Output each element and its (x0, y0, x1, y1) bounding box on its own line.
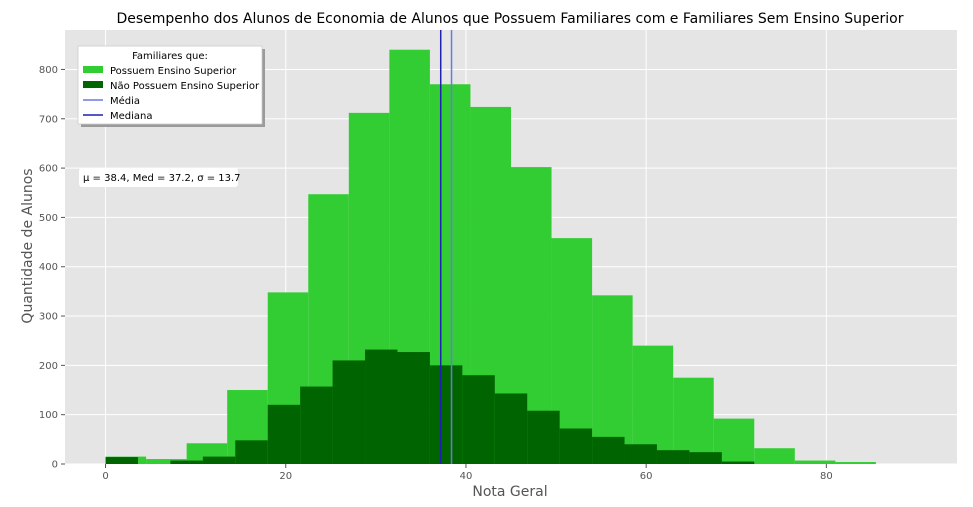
histogram-bar (105, 457, 138, 464)
x-tick-label: 80 (820, 471, 833, 482)
x-tick-label: 40 (460, 471, 473, 482)
x-axis-ticks: 0 20 40 60 80 (102, 464, 833, 482)
histogram-bar (202, 456, 236, 464)
histogram-bar (689, 452, 722, 464)
y-axis-label: Quantidade de Alunos (20, 168, 36, 323)
histogram-bar (527, 410, 560, 464)
y-tick-label: 500 (39, 213, 58, 224)
histogram-bar (267, 404, 301, 464)
histogram-bar (754, 448, 795, 464)
y-axis-ticks: 0 100 200 300 400 500 600 700 800 (39, 65, 65, 471)
y-tick-label: 700 (39, 114, 58, 125)
histogram-bar (300, 386, 333, 464)
series-possuem-bars (105, 49, 876, 465)
histogram-bar (494, 393, 528, 464)
x-tick-label: 60 (640, 471, 653, 482)
y-tick-label: 600 (39, 164, 58, 175)
histogram-bar (235, 440, 268, 464)
histogram-bar (656, 450, 690, 464)
histogram-bar (673, 377, 714, 464)
histogram-bar (559, 428, 593, 464)
x-tick-label: 0 (102, 471, 108, 482)
legend-label-media: Média (110, 95, 140, 107)
y-tick-label: 400 (39, 262, 58, 273)
stats-annotation: μ = 38.4, Med = 37.2, σ = 13.7 (79, 168, 241, 187)
legend-swatch-possuem (83, 66, 103, 73)
legend: Familiares que: Possuem Ensino Superior … (77, 45, 265, 127)
legend-box (77, 45, 263, 125)
stats-annotation-box (79, 168, 238, 187)
histogram-bar (429, 365, 463, 464)
legend-label-mediana: Mediana (110, 111, 153, 122)
y-tick-label: 800 (39, 65, 58, 76)
histogram-bar (397, 352, 430, 464)
histogram-bar (462, 375, 495, 464)
histogram-bar (794, 460, 836, 464)
y-tick-label: 300 (39, 312, 58, 323)
histogram-bar (592, 436, 625, 464)
histogram-bar (365, 349, 398, 464)
histogram-bar (332, 360, 366, 464)
stats-annotation-text: μ = 38.4, Med = 37.2, σ = 13.7 (83, 173, 241, 184)
histogram-bar (146, 459, 187, 464)
chart-title: Desempenho dos Alunos de Economia de Alu… (116, 11, 903, 27)
y-tick-label: 0 (52, 460, 58, 471)
reference-lines (439, 30, 453, 464)
histogram-bar (592, 295, 633, 464)
histogram-bar (721, 461, 755, 464)
series-nao-possuem-bars (105, 349, 755, 464)
y-tick-label: 100 (39, 410, 58, 421)
legend-title: Familiares que: (132, 51, 208, 62)
legend-swatch-nao-possuem (83, 81, 103, 88)
y-tick-label: 200 (39, 361, 58, 372)
x-axis-label: Nota Geral (472, 484, 547, 500)
legend-label-possuem: Possuem Ensino Superior (110, 66, 237, 77)
histogram-bar (170, 460, 203, 464)
x-tick-label: 20 (279, 471, 292, 482)
histogram-bar (624, 444, 657, 464)
legend-label-nao-possuem: Não Possuem Ensino Superior (110, 81, 260, 92)
histogram-bar (835, 462, 876, 464)
